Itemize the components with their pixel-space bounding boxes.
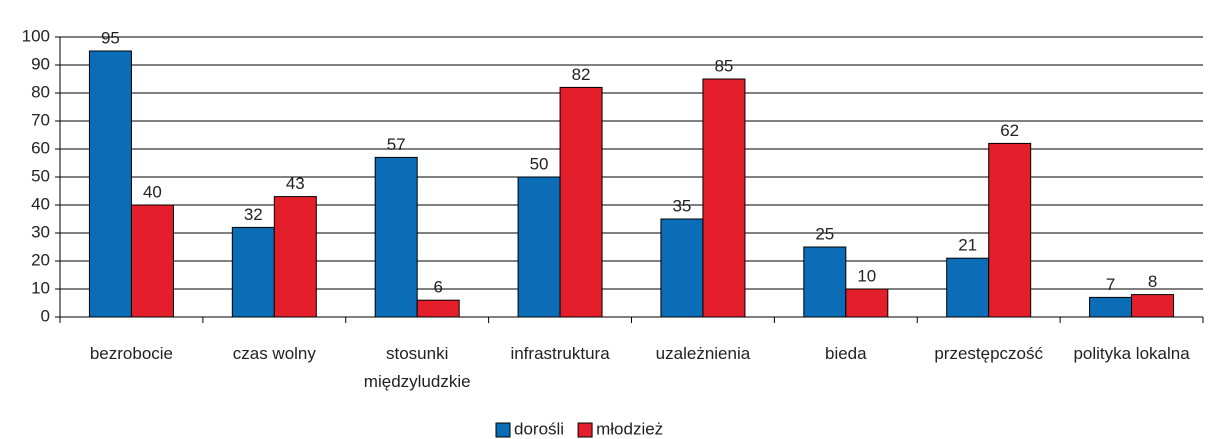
y-tick-label: 80 bbox=[31, 82, 50, 101]
bar bbox=[231, 226, 275, 318]
value-label: 57 bbox=[387, 135, 406, 154]
value-label: 62 bbox=[1000, 121, 1019, 140]
bar bbox=[803, 246, 847, 318]
value-label: 7 bbox=[1106, 275, 1115, 294]
value-label: 32 bbox=[244, 205, 263, 224]
y-tick-label: 70 bbox=[31, 110, 50, 129]
value-label: 21 bbox=[958, 236, 977, 255]
legend-label: młodzież bbox=[596, 419, 663, 438]
y-tick-label: 20 bbox=[31, 250, 50, 269]
value-label: 35 bbox=[672, 196, 691, 215]
bar bbox=[946, 257, 990, 318]
bar bbox=[517, 176, 561, 318]
value-label: 82 bbox=[572, 65, 591, 84]
y-tick-label: 10 bbox=[31, 278, 50, 297]
bar bbox=[845, 288, 889, 318]
value-label: 25 bbox=[815, 224, 834, 243]
y-tick-label: 0 bbox=[41, 306, 50, 325]
value-label: 10 bbox=[857, 266, 876, 285]
bar bbox=[559, 86, 603, 318]
y-tick-label: 90 bbox=[31, 54, 50, 73]
legend-label: dorośli bbox=[514, 419, 564, 438]
y-tick-label: 100 bbox=[22, 26, 50, 45]
x-tick-label: bieda bbox=[825, 344, 867, 363]
value-label: 8 bbox=[1148, 272, 1157, 291]
value-label: 85 bbox=[714, 56, 733, 75]
x-tick-label: uzależnienia bbox=[655, 344, 751, 363]
x-tick-label: polityka lokalna bbox=[1073, 344, 1190, 363]
y-tick-label: 30 bbox=[31, 222, 50, 241]
y-tick-label: 50 bbox=[31, 166, 50, 185]
value-label: 50 bbox=[530, 154, 549, 173]
value-label: 43 bbox=[286, 174, 305, 193]
bar bbox=[1131, 294, 1175, 318]
value-label: 40 bbox=[143, 182, 162, 201]
bar bbox=[660, 218, 704, 318]
value-label: 95 bbox=[101, 28, 120, 47]
legend-swatch bbox=[495, 422, 511, 438]
value-label: 6 bbox=[433, 278, 442, 297]
bar bbox=[374, 156, 418, 318]
bar bbox=[1089, 296, 1133, 318]
bar bbox=[988, 142, 1032, 318]
bar bbox=[273, 196, 317, 318]
bar bbox=[416, 299, 460, 318]
x-tick-label: stosunki międzyludzkie bbox=[363, 344, 471, 391]
x-tick-label: infrastruktura bbox=[510, 344, 610, 363]
x-tick-label: przestępczość bbox=[934, 344, 1044, 363]
legend-swatch bbox=[577, 422, 593, 438]
bar bbox=[88, 50, 132, 318]
x-tick-label: czas wolny bbox=[232, 344, 316, 363]
bar bbox=[702, 78, 746, 318]
y-tick-label: 40 bbox=[31, 194, 50, 213]
y-tick-label: 60 bbox=[31, 138, 50, 157]
x-tick-label: bezrobocie bbox=[89, 344, 174, 363]
bar bbox=[130, 204, 174, 318]
